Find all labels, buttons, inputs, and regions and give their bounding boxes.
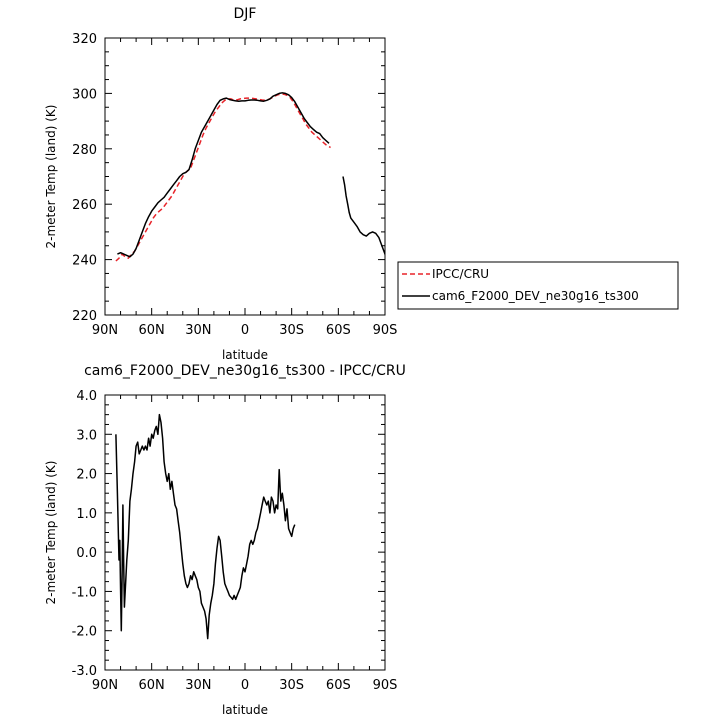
series-line-1-seg-0	[117, 92, 330, 258]
y-tick-label: 260	[72, 198, 97, 213]
chart-title: DJF	[234, 6, 257, 22]
x-axis-label: latitude	[222, 348, 268, 362]
x-axis-label: latitude	[222, 703, 268, 717]
x-tick-label: 90S	[373, 678, 398, 693]
legend: IPCC/CRU cam6_F2000_DEV_ne30g16_ts300	[397, 261, 679, 310]
x-tick-label: 0	[241, 678, 249, 693]
y-tick-label: 240	[72, 254, 97, 269]
series-lines	[115, 92, 385, 262]
legend-box	[397, 261, 679, 310]
x-tick-label: 60S	[326, 678, 351, 693]
y-tick-label: 220	[72, 309, 97, 324]
y-axis-label: 2-meter Temp (land) (K)	[44, 105, 58, 249]
series-line-0-seg-0	[115, 93, 331, 262]
x-tick-label: 90N	[92, 323, 118, 338]
y-tick-label: 3.0	[76, 428, 97, 443]
series-line-0-seg-0	[115, 413, 296, 640]
y-tick-label: 0.0	[76, 546, 97, 561]
x-tick-label: 30N	[185, 678, 211, 693]
y-axis-label: 2-meter Temp (land) (K)	[44, 461, 58, 605]
x-tick-label: 30S	[279, 678, 304, 693]
x-tick-label: 60S	[326, 323, 351, 338]
y-tick-label: 1.0	[76, 507, 97, 522]
x-tick-label: 90N	[92, 678, 118, 693]
y-tick-label: 320	[72, 32, 97, 47]
y-tick-label: 300	[72, 87, 97, 102]
y-tick-label: -2.0	[72, 625, 97, 640]
chart-title: cam6_F2000_DEV_ne30g16_ts300 - IPCC/CRU	[84, 363, 406, 379]
x-tick-label: 30S	[279, 323, 304, 338]
x-tick-label: 60N	[139, 323, 165, 338]
x-tick-label: 0	[241, 323, 249, 338]
x-tick-label: 30N	[185, 323, 211, 338]
plot-frame	[104, 394, 386, 671]
y-tick-label: -1.0	[72, 585, 97, 600]
legend-label-1: cam6_F2000_DEV_ne30g16_ts300	[432, 289, 639, 303]
y-tick-label: -3.0	[72, 664, 97, 679]
x-tick-label: 60N	[139, 678, 165, 693]
x-tick-label: 90S	[373, 323, 398, 338]
series-line-1-seg-1	[342, 176, 385, 259]
chart-temperature-difference: cam6_F2000_DEV_ne30g16_ts300 - IPCC/CRU 9…	[44, 363, 406, 717]
series-lines	[115, 413, 296, 640]
y-tick-label: 280	[72, 143, 97, 158]
y-tick-label: 2.0	[76, 468, 97, 483]
legend-label-0: IPCC/CRU	[432, 267, 489, 281]
chart-djf-temperature: DJF 90N 60N 30N 0 30S 60S 90S 220 240 260 280 300 320…	[44, 6, 679, 362]
y-tick-label: 4.0	[76, 389, 97, 404]
